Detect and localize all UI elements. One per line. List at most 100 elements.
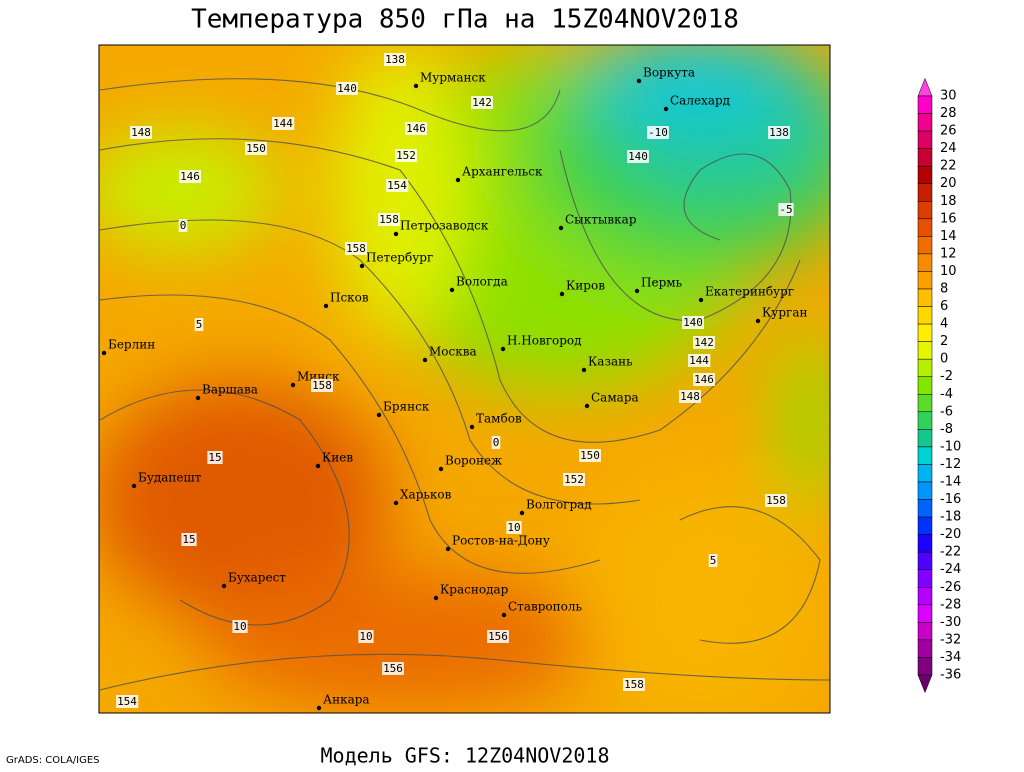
contour-label: 150	[246, 142, 266, 155]
contour-label-bg	[311, 379, 333, 392]
city-label: Воркута	[643, 66, 695, 80]
contour-label-bg	[506, 521, 522, 534]
city-label: Бухарест	[228, 571, 286, 585]
colorbar-segment	[917, 358, 933, 377]
colorbar-label: -28	[940, 597, 961, 612]
city-label: Ростов-на-Дону	[452, 534, 550, 548]
city-dot	[221, 583, 227, 589]
colorbar-segment	[917, 394, 933, 413]
city-dot	[469, 424, 475, 430]
colorbar-segment	[917, 604, 933, 623]
city-dot	[584, 403, 590, 409]
city-label: Пермь	[641, 276, 683, 290]
colorbar-label: 28	[940, 106, 957, 121]
colorbar-label: 6	[940, 299, 948, 314]
city-dot	[500, 346, 506, 352]
contour-label: 148	[680, 390, 700, 403]
contour-label: 10	[233, 620, 246, 633]
colorbar-label: -30	[940, 615, 961, 630]
colorbar-segment	[917, 481, 933, 500]
contour-label: 10	[507, 521, 520, 534]
colorbar-label: 22	[940, 159, 957, 174]
contour-label: 15	[182, 533, 195, 546]
colorbar-label: -34	[940, 650, 961, 665]
contour-label: 158	[766, 494, 786, 507]
city-label: Брянск	[383, 400, 430, 414]
city-dot	[393, 500, 399, 506]
contour-label-bg	[768, 126, 790, 139]
colorbar-segment	[917, 271, 933, 290]
contour-label: 156	[488, 630, 508, 643]
city-dot	[663, 106, 669, 112]
colorbar-segment	[917, 499, 933, 518]
colorbar-segment	[917, 429, 933, 448]
contour-label: 154	[387, 179, 407, 192]
contour-label-bg	[130, 126, 152, 139]
colorbar-segment	[917, 639, 933, 658]
city-dot	[195, 395, 201, 401]
city-label: Ставрополь	[508, 600, 582, 614]
map-frame	[98, 44, 831, 714]
city-dot	[636, 78, 642, 84]
contour-label: 158	[346, 242, 366, 255]
city-label: Петербург	[366, 251, 433, 265]
colorbar-label: 14	[940, 229, 957, 244]
city-label: Воронеж	[445, 454, 502, 468]
colorbar-cap	[917, 674, 933, 694]
colorbar-label: 0	[940, 352, 948, 367]
contour-label-bg	[647, 126, 669, 139]
contour-label: 5	[710, 554, 717, 567]
colorbar-label: 10	[940, 264, 957, 279]
contour-label-bg	[386, 179, 409, 192]
contour-label-bg	[693, 373, 715, 386]
city-label: Киров	[566, 279, 605, 293]
colorbar-label: -24	[940, 562, 961, 577]
contour-label-bg	[272, 117, 295, 130]
city-dot	[455, 177, 461, 183]
city-label: Анкара	[323, 693, 370, 707]
city-label: Псков	[330, 291, 369, 305]
city-dot	[290, 382, 296, 388]
contour-label: 10	[359, 630, 372, 643]
contour-label: 158	[312, 379, 332, 392]
contour-label-bg	[181, 533, 197, 546]
contour-label-bg	[207, 451, 223, 464]
city-dot	[445, 546, 451, 552]
city-dot	[634, 288, 640, 294]
colorbar-label: 26	[940, 124, 957, 139]
colorbar-label: -36	[940, 668, 961, 683]
contour-label: 152	[396, 149, 416, 162]
contour-label-bg	[245, 142, 267, 155]
colorbar-segment	[917, 551, 933, 570]
credit: GrADS: COLA/IGES	[6, 755, 100, 766]
colorbar-segment	[917, 201, 933, 220]
contour-label: 154	[117, 695, 137, 708]
contour-label: -5	[779, 203, 792, 216]
city-label: Курган	[762, 306, 807, 320]
city-label: Москва	[429, 345, 477, 359]
city-label: Петрозаводск	[400, 219, 489, 233]
city-label: Самара	[591, 391, 639, 405]
colorbar-segment	[917, 148, 933, 167]
contour-label-bg	[682, 316, 704, 329]
city-dot	[501, 612, 507, 618]
colorbar-segment	[917, 587, 933, 606]
contour-label-bg	[471, 96, 493, 109]
colorbar-segment	[917, 446, 933, 465]
city-label: Архангельск	[462, 165, 543, 179]
contour-label: -10	[648, 126, 668, 139]
city-dot	[558, 225, 564, 231]
contour-label-bg	[679, 390, 701, 403]
colorbar-segment	[917, 376, 933, 395]
city-dot	[359, 263, 365, 269]
contour-label: 152	[564, 473, 584, 486]
city-label: Вологда	[456, 275, 508, 289]
colorbar-segment	[917, 183, 933, 202]
colorbar-segment	[917, 569, 933, 588]
contour-label-bg	[116, 695, 139, 708]
city-label: Сыктывкар	[565, 213, 637, 227]
colorbar-segment	[917, 657, 933, 676]
contour-label: 146	[694, 373, 714, 386]
colorbar-segment	[917, 323, 933, 342]
colorbar-segment	[917, 165, 933, 184]
